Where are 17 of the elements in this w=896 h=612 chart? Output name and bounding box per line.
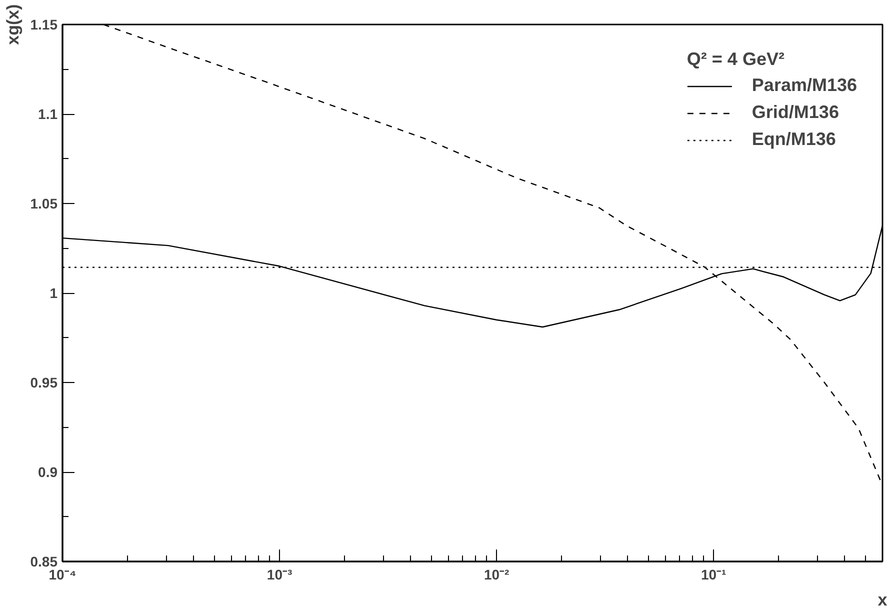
legend-label: Eqn/M136 xyxy=(752,129,836,150)
y-axis-title: xg(x) xyxy=(3,4,22,45)
y-tick-label: 1.05 xyxy=(30,196,58,212)
x-tick-label: 10⁻⁴ xyxy=(48,566,76,582)
legend-label: Param/M136 xyxy=(752,75,857,96)
legend-title: Q² = 4 GeV² xyxy=(686,49,786,70)
y-tick-label: 0.9 xyxy=(38,464,58,480)
y-tick-label: 1.1 xyxy=(38,106,58,122)
y-tick-label: 1 xyxy=(50,285,58,301)
x-tick-label: 10⁻³ xyxy=(266,566,292,582)
x-tick-label: 10⁻² xyxy=(484,566,510,582)
x-axis-title: x xyxy=(878,590,888,610)
x-tick-label: 10⁻¹ xyxy=(700,566,727,582)
y-tick-label: 1.15 xyxy=(30,16,58,32)
legend-label: Grid/M136 xyxy=(752,102,839,123)
y-tick-label: 0.95 xyxy=(30,374,58,390)
y-tick-label: 0.85 xyxy=(30,554,58,570)
